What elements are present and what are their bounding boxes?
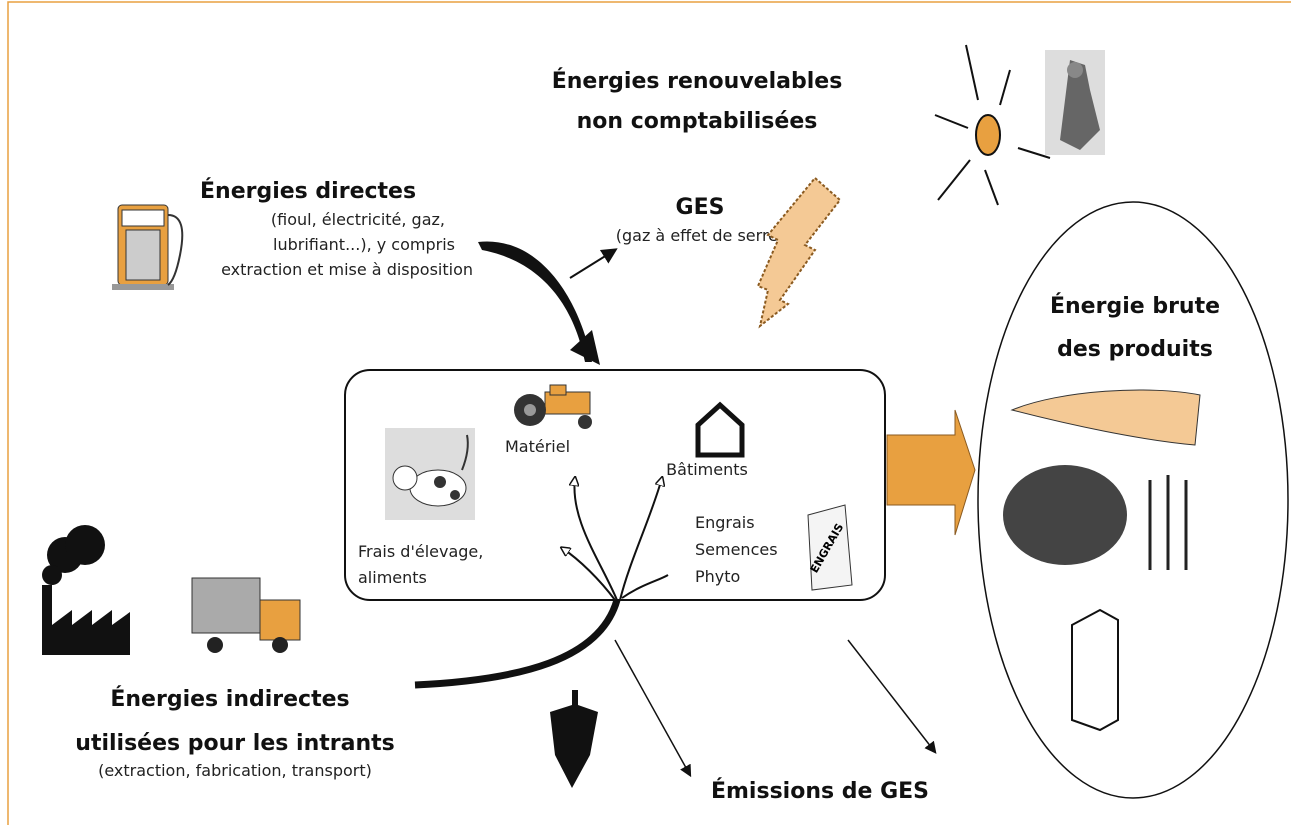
renewable-bolt bbox=[758, 178, 840, 326]
ghg-arrow bbox=[570, 250, 615, 278]
livestock-label: aliments bbox=[358, 568, 427, 587]
sower-icon bbox=[1045, 50, 1105, 155]
ship-icon bbox=[550, 690, 598, 788]
renewable-title: Énergies renouvelables bbox=[552, 68, 843, 94]
ghg-title: GES bbox=[676, 195, 725, 220]
output-arrow bbox=[887, 410, 975, 535]
renewable-title: non comptabilisées bbox=[577, 109, 818, 134]
factory-icon bbox=[42, 525, 130, 655]
milk-icon bbox=[1072, 610, 1118, 730]
inputs-label: Engrais bbox=[695, 513, 755, 532]
indirect-flow bbox=[415, 600, 617, 685]
seeds-icon bbox=[1003, 465, 1127, 565]
inputs-label: Semences bbox=[695, 540, 778, 559]
emission-arrow bbox=[615, 640, 690, 775]
indirect-details: (extraction, fabrication, transport) bbox=[98, 761, 372, 780]
direct-details: extraction et mise à disposition bbox=[221, 260, 473, 279]
diagram: Énergies renouvelables non comptabilisée… bbox=[0, 0, 1291, 825]
inputs-label: Phyto bbox=[695, 567, 740, 586]
cow-icon bbox=[385, 428, 475, 520]
products-title: des produits bbox=[1057, 337, 1213, 362]
direct-details: (fioul, électricité, gaz, bbox=[271, 210, 445, 229]
pump-icon bbox=[112, 205, 182, 290]
ghg-subtitle: (gaz à effet de serre) bbox=[616, 226, 785, 245]
indirect-title: utilisées pour les intrants bbox=[75, 731, 394, 756]
livestock-label: Frais d'élevage, bbox=[358, 542, 483, 561]
emissions-title: Émissions de GES bbox=[711, 778, 929, 804]
direct-arrow bbox=[478, 241, 592, 362]
indirect-title: Énergies indirectes bbox=[110, 686, 349, 712]
fertilizer-bag-icon: ENGRAIS bbox=[808, 505, 852, 590]
emission-arrow bbox=[848, 640, 935, 752]
equipment-label: Matériel bbox=[505, 437, 570, 456]
direct-details: lubrifiant...), y compris bbox=[273, 235, 455, 254]
products-title: Énergie brute bbox=[1050, 293, 1220, 319]
sun-icon bbox=[935, 45, 1050, 205]
truck-icon bbox=[192, 578, 300, 653]
direct-title: Énergies directes bbox=[200, 178, 416, 204]
buildings-label: Bâtiments bbox=[666, 460, 748, 479]
